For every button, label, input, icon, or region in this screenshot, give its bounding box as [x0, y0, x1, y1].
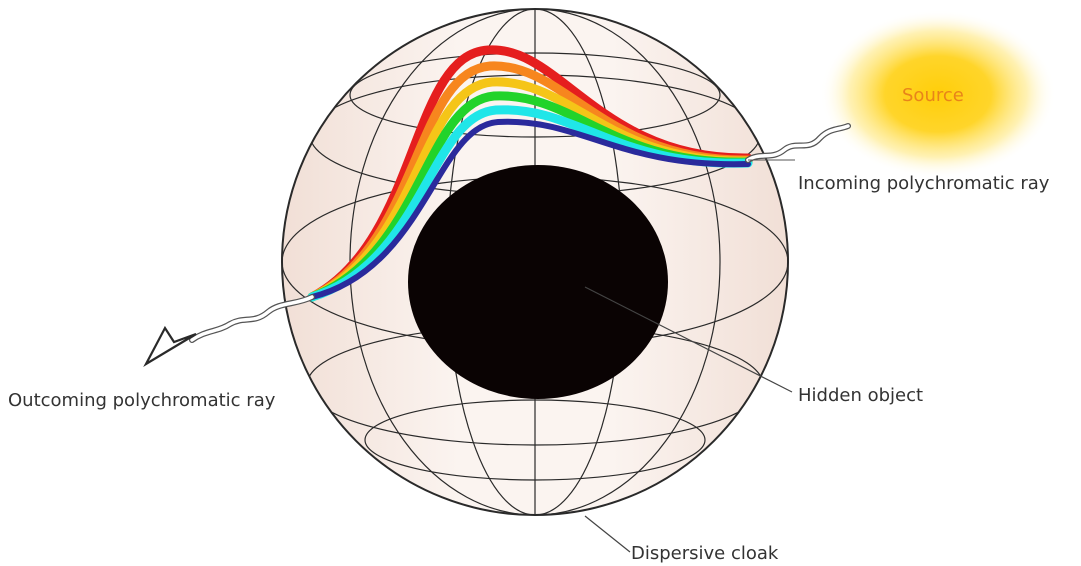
hidden-object	[408, 165, 668, 399]
cloak-pointer-line	[584, 515, 631, 553]
spectrum-ray-bundle	[307, 45, 753, 302]
dispersive-cloak-label: Dispersive cloak	[631, 543, 779, 564]
incoming-ray	[745, 123, 851, 163]
source-label: Source	[902, 85, 964, 106]
hidden-object-pointer-line	[584, 286, 793, 393]
outgoing-ray-label: Outcoming polychromatic ray	[8, 390, 276, 411]
outgoing-ray	[189, 294, 315, 343]
outgoing-arrow-head-icon	[143, 325, 197, 367]
source-glow	[820, 10, 1056, 178]
hidden-object-label: Hidden object	[798, 385, 923, 406]
incoming-ray-label: Incoming polychromatic ray	[798, 173, 1050, 194]
